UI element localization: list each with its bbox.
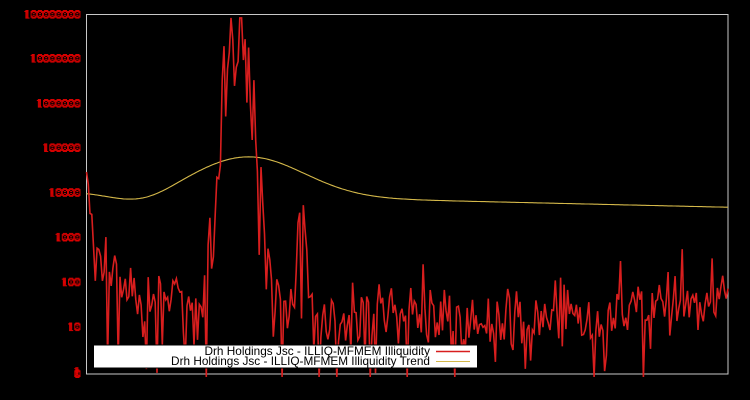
svg-text:Drh Holdings Jsc - ILLIQ-MFMEM: Drh Holdings Jsc - ILLIQ-MFMEM Illiquidi…: [171, 354, 430, 368]
